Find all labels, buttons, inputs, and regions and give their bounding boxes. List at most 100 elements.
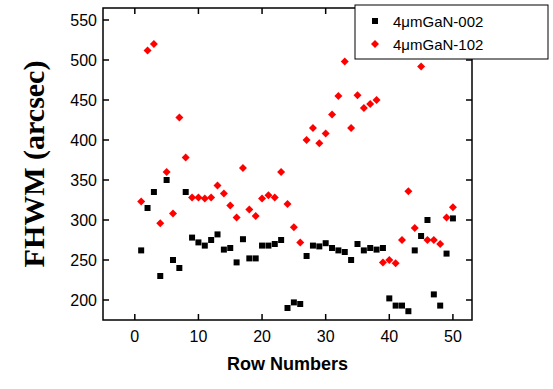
point	[182, 154, 190, 162]
y-tick-right	[466, 299, 472, 301]
point	[240, 236, 246, 242]
point	[380, 245, 386, 251]
x-tick-label: 0	[130, 328, 139, 345]
legend-label: 4μmGaN-002	[393, 13, 483, 30]
point	[418, 233, 424, 239]
point	[386, 295, 392, 301]
point	[246, 255, 252, 261]
point	[176, 265, 182, 271]
y-tick-right	[466, 259, 472, 261]
x-tick	[325, 314, 327, 320]
legend-box	[355, 5, 548, 59]
x-tick	[261, 314, 263, 320]
y-tick-label: 500	[70, 52, 97, 69]
legend-label: 4μmGaN-102	[393, 36, 483, 53]
point	[175, 114, 183, 122]
point	[329, 245, 335, 251]
x-tick-top	[325, 8, 327, 14]
point	[348, 257, 354, 263]
point	[239, 164, 247, 172]
point	[157, 273, 163, 279]
y-tick-right	[466, 99, 472, 101]
point	[431, 291, 437, 297]
legend-marker	[372, 18, 378, 24]
point	[227, 245, 233, 251]
point	[309, 124, 317, 132]
y-tick	[103, 139, 109, 141]
point	[328, 110, 336, 118]
x-tick-top	[261, 8, 263, 14]
chart: 01020304050200250300350400450500550Row N…	[0, 0, 553, 389]
x-tick-label: 40	[380, 328, 398, 345]
x-tick-label: 50	[444, 328, 462, 345]
point	[138, 247, 144, 253]
point	[208, 237, 214, 243]
point	[245, 206, 253, 214]
point	[342, 249, 348, 255]
y-tick-label: 350	[70, 172, 97, 189]
y-tick	[103, 179, 109, 181]
y-tick-right	[466, 219, 472, 221]
y-tick	[103, 299, 109, 301]
y-tick-label: 300	[70, 212, 97, 229]
point	[354, 241, 360, 247]
point	[430, 236, 438, 244]
data-group	[137, 40, 457, 314]
point	[392, 259, 400, 267]
point	[202, 243, 208, 249]
point	[450, 215, 456, 221]
point	[189, 235, 195, 241]
legend-marker	[371, 40, 379, 48]
y-tick-right	[466, 139, 472, 141]
point	[194, 194, 202, 202]
point	[412, 247, 418, 253]
point	[144, 46, 152, 54]
x-tick-top	[134, 8, 136, 14]
y-tick	[103, 59, 109, 61]
y-tick	[103, 19, 109, 21]
point	[322, 130, 330, 138]
point	[296, 238, 304, 246]
point	[366, 100, 374, 108]
y-tick-label: 250	[70, 252, 97, 269]
point	[277, 168, 285, 176]
y-tick	[103, 219, 109, 221]
y-tick	[103, 259, 109, 261]
y-tick-label: 400	[70, 132, 97, 149]
x-tick	[389, 314, 391, 320]
point	[310, 243, 316, 249]
y-tick	[103, 99, 109, 101]
point	[265, 243, 271, 249]
point	[221, 247, 227, 253]
point	[373, 96, 381, 104]
point	[405, 308, 411, 314]
background	[0, 0, 553, 389]
point	[316, 243, 322, 249]
x-tick	[198, 314, 200, 320]
x-tick	[134, 314, 136, 320]
point	[195, 239, 201, 245]
point	[215, 231, 221, 237]
point	[347, 124, 355, 132]
x-tick-label: 20	[253, 328, 271, 345]
point	[335, 247, 341, 253]
point	[303, 136, 311, 144]
point	[145, 205, 151, 211]
point	[214, 182, 222, 190]
point	[297, 301, 303, 307]
point	[411, 224, 419, 232]
point	[233, 214, 241, 222]
point	[259, 243, 265, 249]
y-tick-label: 450	[70, 92, 97, 109]
x-tick-top	[198, 8, 200, 14]
point	[137, 198, 145, 206]
x-tick-label: 30	[317, 328, 335, 345]
point	[156, 219, 164, 227]
point	[278, 237, 284, 243]
point	[304, 253, 310, 259]
x-axis-title: Row Numbers	[227, 354, 348, 374]
point	[361, 247, 367, 253]
point	[353, 91, 361, 99]
y-axis-title: FHWM (arcsec)	[17, 61, 51, 268]
point	[424, 217, 430, 223]
